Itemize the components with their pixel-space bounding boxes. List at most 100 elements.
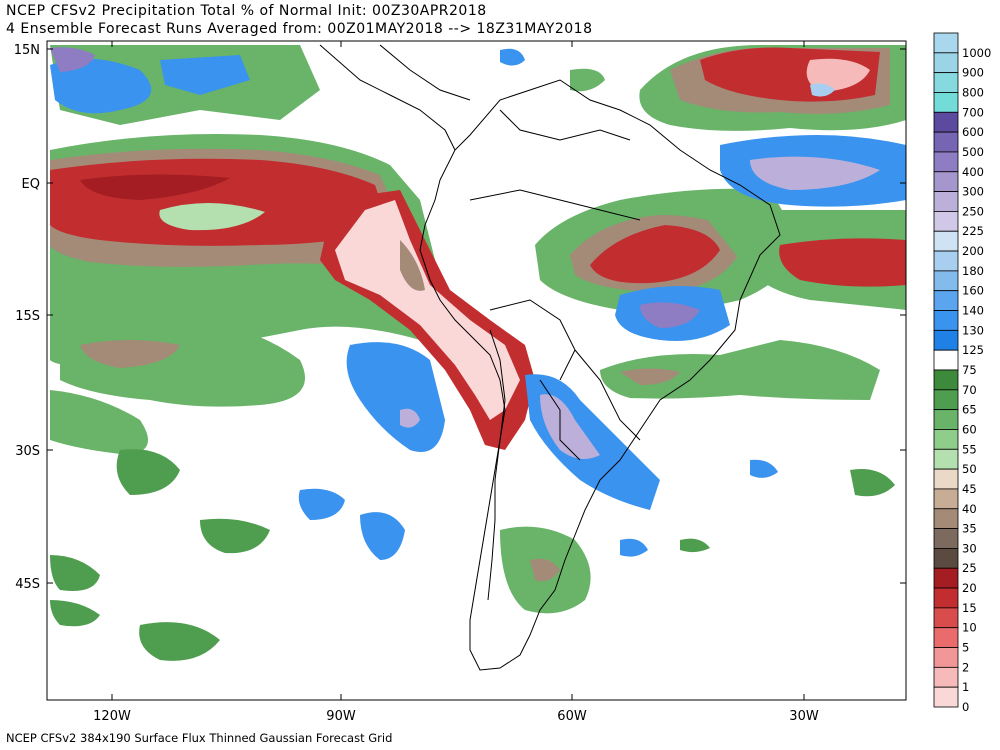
coastline-south-america: [419, 79, 781, 671]
colorbar-label: 20: [962, 581, 977, 595]
lon-label: 60W: [557, 709, 587, 724]
colorbar-swatch: [933, 92, 959, 113]
field-blue-spot-2: [750, 459, 778, 478]
colorbar-label: 65: [962, 403, 977, 417]
field-green-sw-3: [50, 555, 100, 591]
colorbar-label: 55: [962, 442, 977, 456]
colorbar-swatch: [933, 548, 959, 569]
colorbar-swatch: [933, 409, 959, 430]
coastline-caribbean: [379, 44, 471, 101]
colorbar-swatch: [933, 230, 959, 252]
colorbar-swatch: [933, 151, 959, 173]
colorbar-swatch: [933, 72, 959, 93]
colorbar-label: 45: [962, 482, 977, 496]
colorbar-label: 900: [962, 66, 984, 80]
axis-labels: 15N EQ 15S 30S 45S 120W 90W 60W 30W: [14, 43, 819, 724]
colorbar-label: 300: [962, 185, 984, 199]
field-green-sw-2: [200, 518, 270, 554]
field-green-central-pacific: [60, 316, 305, 407]
colorbar-label: 40: [962, 502, 977, 516]
field-blue-sw-3: [360, 512, 405, 560]
colorbar-swatch: [933, 270, 959, 292]
field-green-spot-1: [850, 469, 895, 497]
border-paraguay: [539, 379, 581, 461]
colorbar-label: 800: [962, 85, 984, 99]
colorbar-label: 1: [962, 680, 969, 694]
colorbar: 1000900800700600500400300250225200180160…: [933, 32, 991, 714]
colorbar-label: 130: [962, 323, 984, 337]
colorbar-label: 250: [962, 204, 984, 218]
colorbar-swatch: [933, 250, 959, 272]
colorbar-label: 75: [962, 363, 977, 377]
lat-label: 15N: [14, 43, 40, 58]
field-green-se-brazil: [600, 340, 880, 400]
field-green-ne-small: [570, 68, 605, 92]
lon-label: 120W: [93, 709, 131, 724]
field-blue-spot-1: [620, 538, 648, 557]
colorbar-swatch: [933, 32, 959, 54]
plot-frame: [46, 40, 907, 701]
colorbar-label: 10: [962, 621, 977, 635]
field-blue-ne: [810, 83, 835, 97]
colorbar-swatch: [933, 686, 959, 708]
colorbar-swatch: [933, 329, 959, 351]
colorbar-swatch: [933, 211, 959, 232]
lat-label: 30S: [15, 444, 40, 459]
precip-field: [50, 45, 906, 661]
field-purple-north-west: [50, 47, 95, 72]
border-brazil-south: [574, 349, 641, 441]
colorbar-swatch: [933, 429, 959, 450]
colorbar-label: 0: [962, 700, 969, 714]
field-blue-spot-3: [500, 48, 525, 66]
colorbar-swatch: [933, 111, 959, 133]
colorbar-label: 1000: [962, 46, 991, 60]
colorbar-swatch: [933, 52, 959, 74]
colorbar-label: 35: [962, 522, 977, 536]
field-brown-se-brazil: [620, 368, 680, 385]
colorbar-label: 70: [962, 383, 977, 397]
field-purple-sw: [400, 408, 420, 428]
field-blue-north-2: [160, 55, 250, 95]
lat-label: 45S: [15, 577, 40, 592]
colorbar-swatch: [933, 171, 959, 192]
colorbar-swatch: [933, 508, 959, 529]
lon-label: 30W: [789, 709, 819, 724]
colorbar-swatch: [933, 528, 959, 549]
field-pink-peru-chile: [335, 200, 520, 420]
colorbar-swatch: [933, 627, 959, 648]
chart-title: NCEP CFSv2 Precipitation Total % of Norm…: [6, 3, 487, 19]
field-red-east-atlantic: [779, 238, 906, 287]
colorbar-swatch: [933, 448, 959, 470]
field-darkred-equatorial: [80, 174, 230, 200]
border-bolivia: [489, 299, 576, 381]
border-andes: [487, 329, 506, 601]
field-green-equatorial-core: [159, 202, 265, 231]
colorbar-label: 25: [962, 561, 977, 575]
colorbar-swatch: [933, 310, 959, 331]
field-brown-central-pacific: [80, 340, 180, 368]
colorbar-label: 225: [962, 224, 984, 238]
colorbar-swatch: [933, 389, 959, 411]
footer-text: NCEP CFSv2 384x190 Surface Flux Thinned …: [6, 731, 393, 745]
field-green-sw-1: [116, 449, 180, 495]
field-blue-sw-2: [298, 488, 345, 520]
border-amazon: [469, 189, 641, 221]
colorbar-label: 700: [962, 105, 984, 119]
colorbar-swatch: [933, 567, 959, 589]
colorbar-label: 30: [962, 541, 977, 555]
colorbar-swatch: [933, 191, 959, 212]
field-purple-argentina: [540, 394, 600, 459]
colorbar-label: 160: [962, 284, 984, 298]
coastlines: [319, 44, 781, 671]
colorbar-swatch: [933, 488, 959, 510]
colorbar-label: 180: [962, 264, 984, 278]
field-green-south-pacific: [50, 390, 148, 455]
coastline-central-america: [319, 44, 456, 151]
colorbar-label: 60: [962, 422, 977, 436]
chart-subtitle: 4 Ensemble Forecast Runs Averaged from: …: [6, 21, 593, 37]
colorbar-label: 400: [962, 165, 984, 179]
colorbar-swatch: [933, 349, 959, 371]
lat-label: EQ: [22, 177, 40, 192]
colorbar-swatch: [933, 131, 959, 153]
colorbar-label: 15: [962, 601, 977, 615]
